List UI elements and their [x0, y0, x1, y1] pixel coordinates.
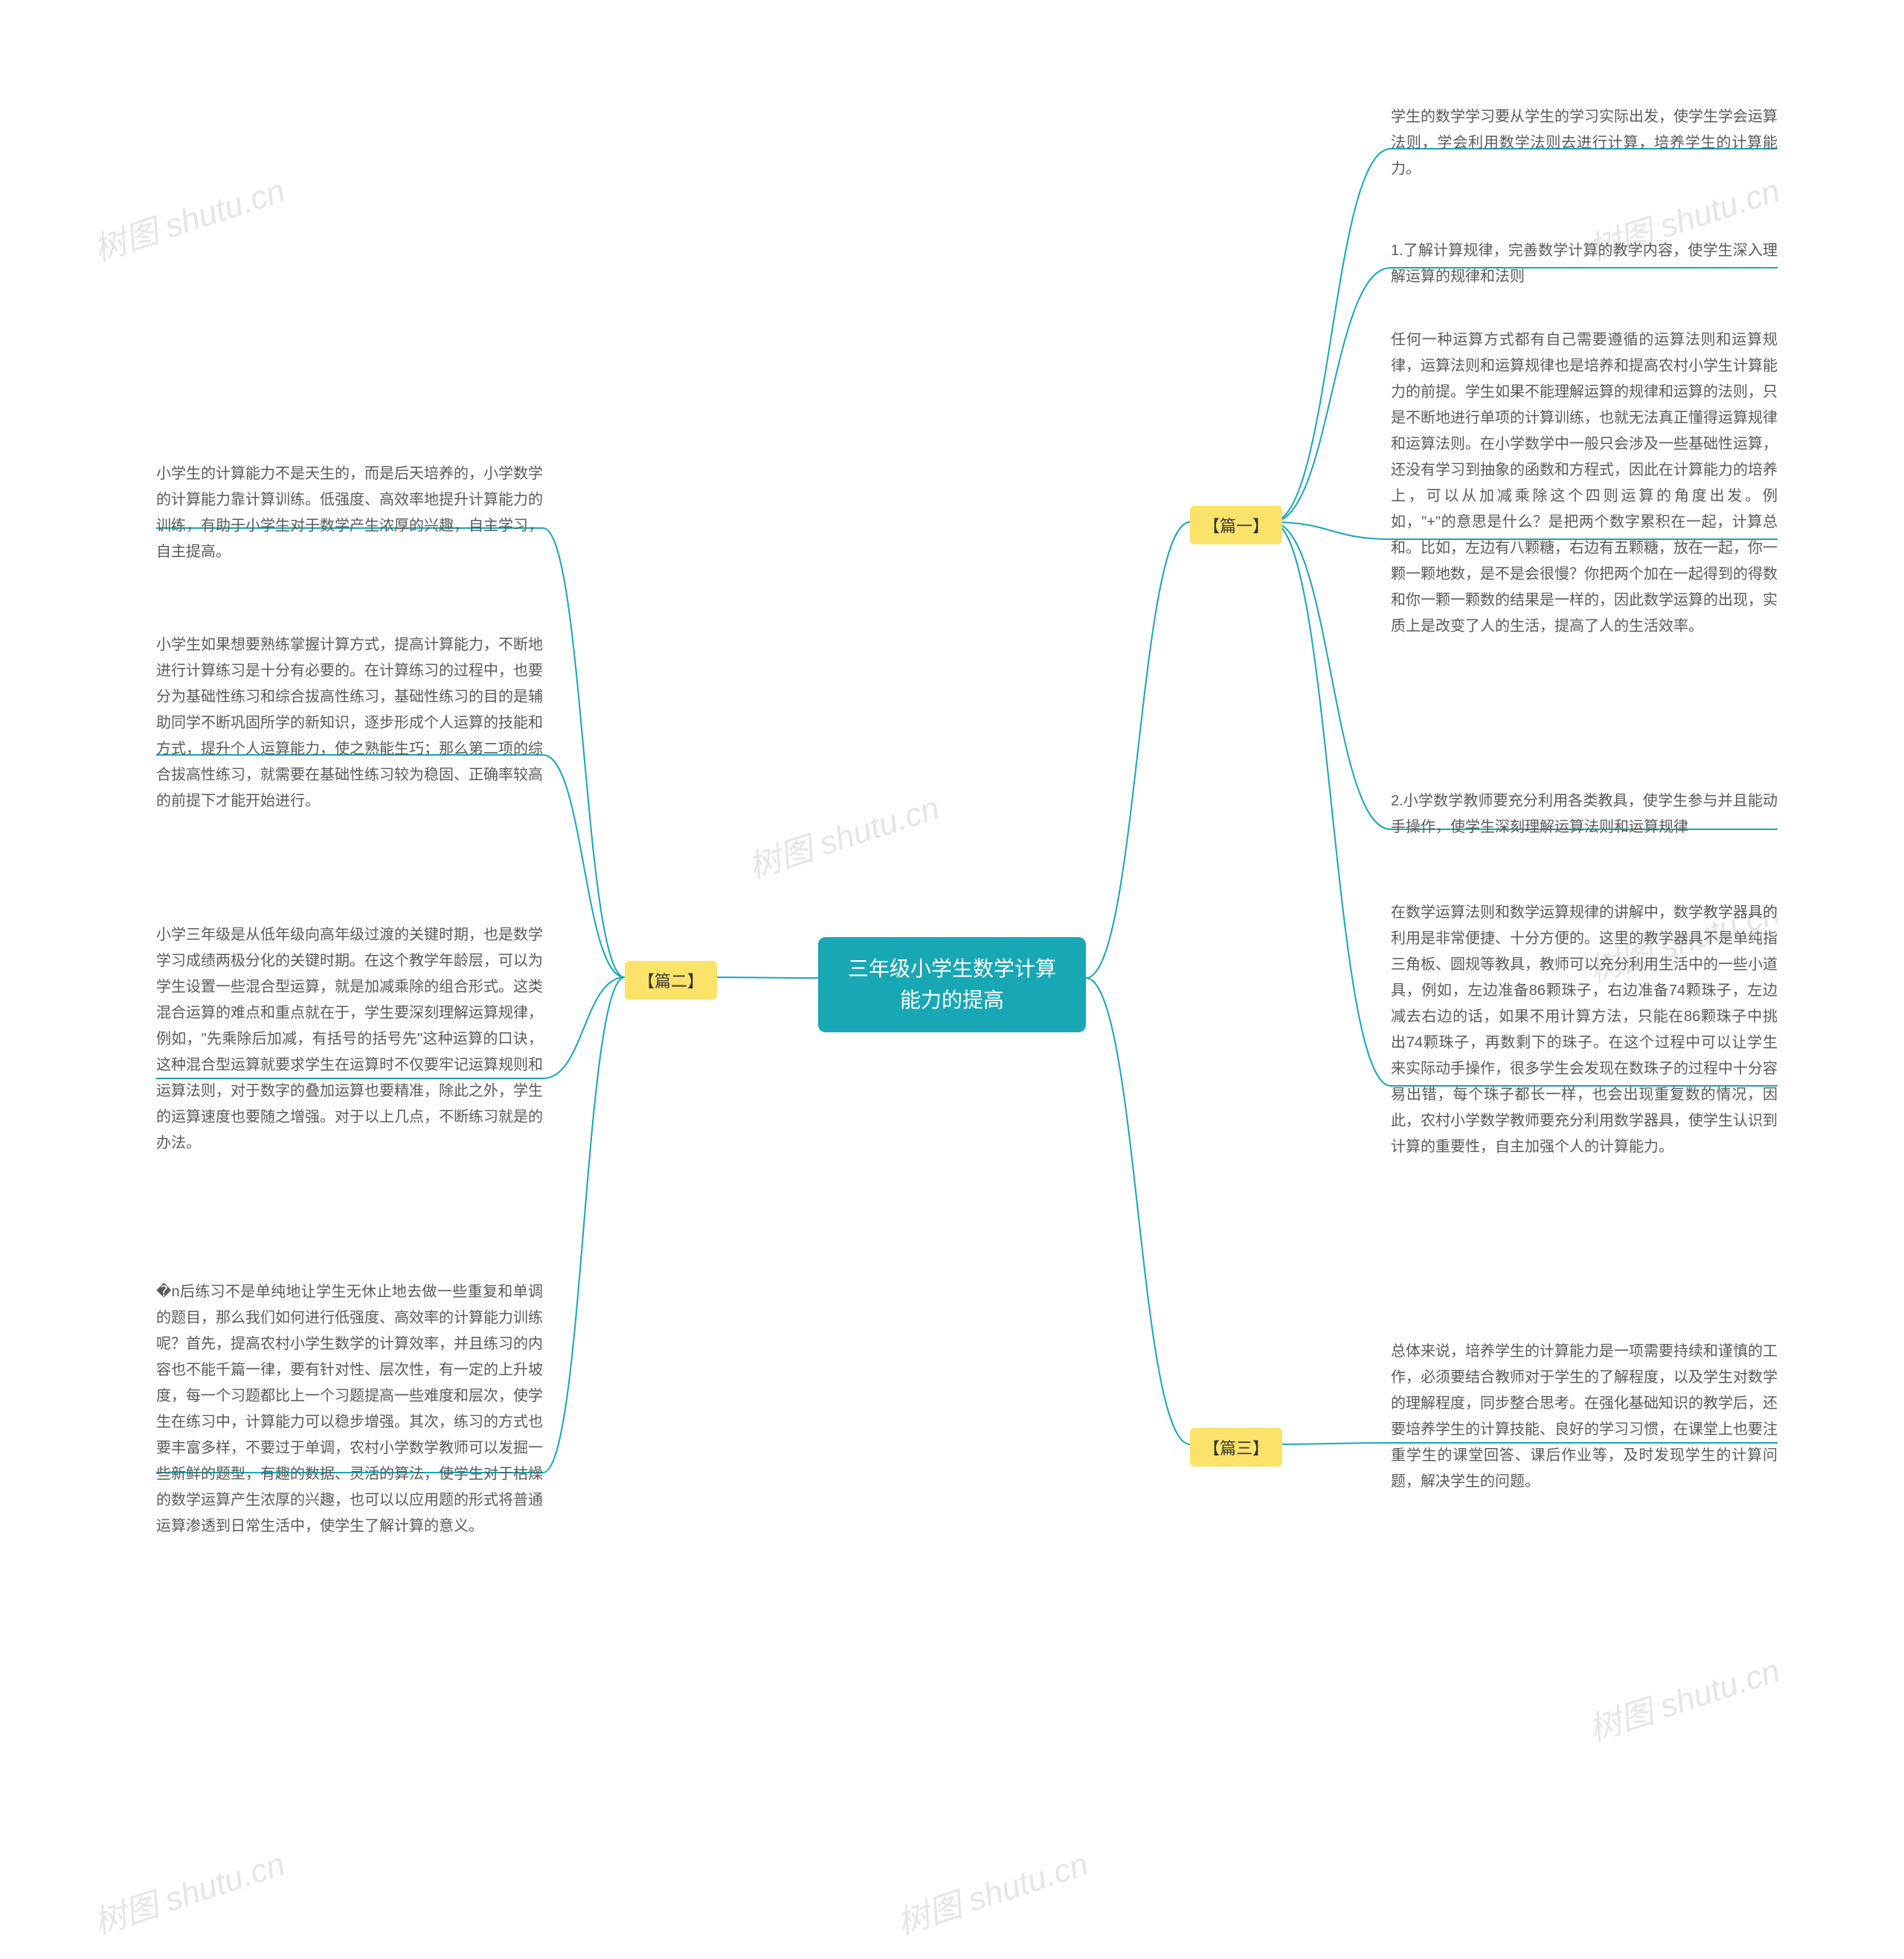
- leaf-s2-3: �n后练习不是单纯地让学生无休止地去做一些重复和单调的题目，那么我们如何进行低强…: [156, 1279, 543, 1540]
- leaf-s3-0: 总体来说，培养学生的计算能力是一项需要持续和谨慎的工作，必须要结合教师对于学生的…: [1391, 1339, 1778, 1495]
- leaf-s2-2: 小学三年级是从低年级向高年级过渡的关键时期，也是数学学习成绩两极分化的关键时期。…: [156, 922, 543, 1157]
- leaf-s2-1: 小学生如果想要熟练掌握计算方式，提高计算能力，不断地进行计算练习是十分有必要的。…: [156, 632, 543, 814]
- section-s2: 【篇二】: [625, 961, 717, 1000]
- leaf-s1-0: 学生的数学学习要从学生的学习实际出发，使学生学会运算法则，学会利用数学法则去进行…: [1391, 104, 1778, 182]
- section-s3: 【篇三】: [1190, 1428, 1282, 1467]
- leaf-s1-3: 2.小学数学教师要充分利用各类教具，使学生参与并且能动手操作，使学生深刻理解运算…: [1391, 788, 1778, 840]
- center-topic: 三年级小学生数学计算能力的提高: [818, 937, 1086, 1032]
- leaf-s1-2: 任何一种运算方式都有自己需要遵循的运算法则和运算规律，运算法则和运算规律也是培养…: [1391, 327, 1778, 640]
- leaf-s1-1: 1.了解计算规律，完善数学计算的教学内容，使学生深入理解运算的规律和法则: [1391, 238, 1778, 290]
- leaf-s2-0: 小学生的计算能力不是天生的，而是后天培养的，小学数学的计算能力靠计算训练。低强度…: [156, 461, 543, 565]
- leaf-s1-4: 在数学运算法则和数学运算规律的讲解中，数学教学器具的利用是非常便捷、十分方便的。…: [1391, 900, 1778, 1160]
- section-s1: 【篇一】: [1190, 506, 1282, 544]
